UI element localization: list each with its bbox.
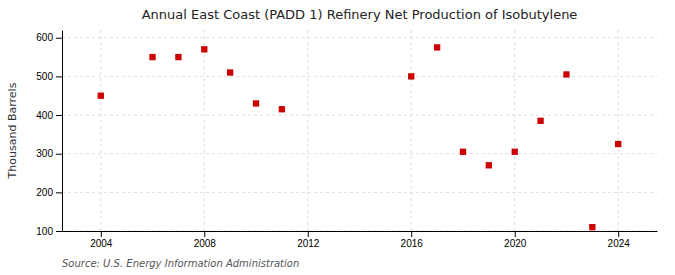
- grid-line: [62, 231, 657, 232]
- tick-label: 2024: [608, 238, 631, 249]
- point: [512, 149, 518, 155]
- plot: 2004 2008 2012 2016 2020 2024 100 200 300 400 500 6…: [36, 30, 657, 249]
- tick-label: 2004: [90, 238, 113, 249]
- tick-mark: [101, 231, 102, 237]
- point: [537, 118, 543, 124]
- tick-mark: [56, 154, 62, 155]
- grid-line: [62, 37, 657, 38]
- tick-mark: [618, 231, 619, 237]
- tick-mark: [56, 38, 62, 39]
- axis-line: [62, 31, 63, 232]
- grid-line: [618, 30, 619, 231]
- tick-label: 2012: [297, 238, 320, 249]
- tick-label: 2016: [401, 238, 424, 249]
- tick-label: 2020: [504, 238, 527, 249]
- point: [460, 149, 466, 155]
- tick-label: 200: [36, 187, 53, 198]
- title: Annual East Coast (PADD 1) Refinery Net …: [142, 7, 578, 22]
- point: [175, 54, 181, 60]
- tick: 500: [36, 71, 62, 82]
- grid-line: [62, 115, 657, 116]
- tick-mark: [56, 231, 62, 232]
- tick-label: 2008: [194, 238, 217, 249]
- tick: 100: [36, 226, 62, 237]
- grid-line: [62, 192, 657, 193]
- point: [279, 106, 285, 112]
- tick-label: 300: [36, 148, 53, 159]
- point: [434, 44, 440, 50]
- grid-line: [411, 30, 412, 231]
- point: [589, 224, 595, 230]
- y-axis: 100 200 300 400 500 600: [36, 31, 62, 237]
- grid: [62, 30, 657, 231]
- tick: 2020: [504, 231, 527, 249]
- tick-label: 100: [36, 226, 53, 237]
- point: [201, 46, 207, 52]
- tick: 200: [36, 187, 62, 198]
- tick-label: 400: [36, 110, 53, 121]
- axis-line: [63, 231, 658, 232]
- tick-label: 500: [36, 71, 53, 82]
- tick-label: 600: [36, 32, 53, 43]
- point: [253, 100, 259, 106]
- tick-mark: [56, 192, 62, 193]
- tick: 400: [36, 110, 62, 121]
- annotation: Source: U.S. Energy Information Administ…: [62, 258, 299, 269]
- tick: 600: [36, 32, 62, 43]
- tick: 2008: [194, 231, 217, 249]
- y-axis-label: Thousand Barrels: [6, 82, 19, 179]
- tick-mark: [411, 231, 412, 237]
- tick: 2024: [608, 231, 631, 249]
- tick-mark: [515, 231, 516, 237]
- grid-line: [100, 30, 101, 231]
- point: [227, 69, 233, 75]
- grid-line: [514, 30, 515, 231]
- tick: 2004: [90, 231, 113, 249]
- tick: 300: [36, 148, 62, 159]
- tick-mark: [56, 115, 62, 116]
- tick-mark: [204, 231, 205, 237]
- point: [486, 162, 492, 168]
- grid-line: [307, 30, 308, 231]
- tick: 2016: [401, 231, 424, 249]
- grid-line: [62, 153, 657, 154]
- points: [98, 44, 622, 230]
- point: [563, 71, 569, 77]
- tick-mark: [56, 76, 62, 77]
- point: [408, 73, 414, 79]
- chart: 2004 2008 2012 2016 2020 2024 100 200 300 400 500 6…: [0, 0, 675, 275]
- point: [149, 54, 155, 60]
- tick: 2012: [297, 231, 320, 249]
- x-axis: 2004 2008 2012 2016 2020 2024: [63, 231, 658, 249]
- point: [615, 141, 621, 147]
- grid-line: [204, 30, 205, 231]
- tick-mark: [308, 231, 309, 237]
- point: [98, 93, 104, 99]
